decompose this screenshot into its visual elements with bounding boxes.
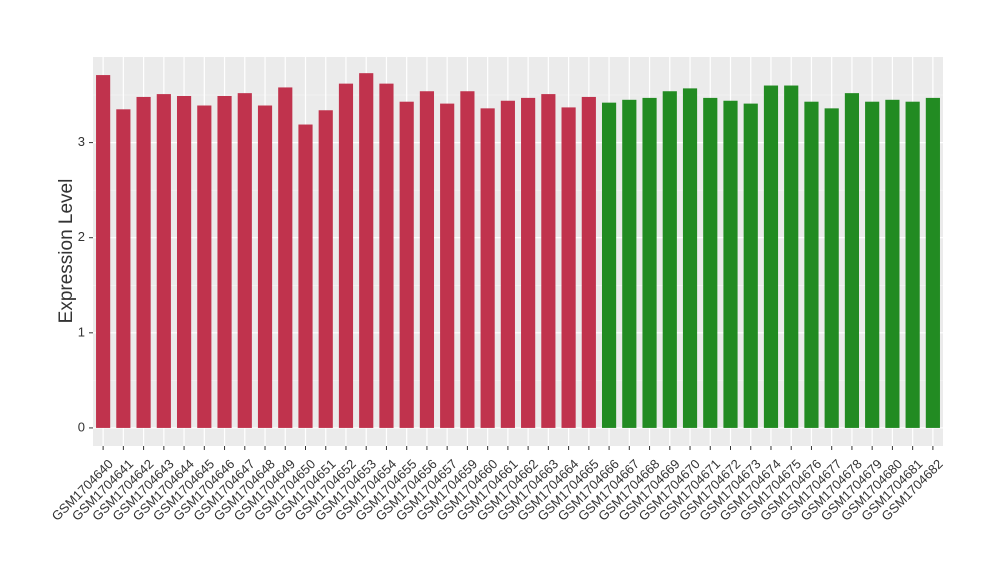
y-tick-label: 0 bbox=[78, 419, 85, 434]
bar bbox=[925, 97, 940, 428]
bar bbox=[824, 108, 839, 428]
bar bbox=[116, 109, 131, 428]
bar bbox=[865, 101, 880, 428]
bar bbox=[298, 124, 313, 428]
bar bbox=[156, 94, 171, 428]
bar bbox=[885, 99, 900, 428]
bar bbox=[278, 87, 293, 428]
bar bbox=[581, 96, 596, 428]
bar bbox=[743, 103, 758, 428]
bar bbox=[763, 85, 779, 428]
bar bbox=[96, 75, 111, 428]
bar bbox=[197, 105, 212, 428]
panel bbox=[93, 57, 943, 446]
bar bbox=[521, 97, 536, 428]
bar bbox=[136, 96, 151, 428]
bar bbox=[662, 91, 677, 428]
bar bbox=[500, 100, 515, 428]
bar bbox=[480, 108, 495, 428]
bar bbox=[257, 105, 273, 428]
bar bbox=[905, 101, 920, 428]
bar bbox=[318, 110, 333, 428]
bar bbox=[703, 97, 718, 428]
bar bbox=[359, 73, 374, 428]
bar bbox=[622, 99, 637, 428]
bar bbox=[338, 83, 354, 428]
bar bbox=[682, 88, 698, 428]
y-tick-label: 3 bbox=[78, 134, 85, 149]
bar bbox=[237, 93, 252, 428]
bar bbox=[460, 91, 475, 428]
bar bbox=[723, 100, 738, 428]
bar bbox=[176, 95, 192, 428]
y-axis-label: Expression Level bbox=[56, 179, 77, 324]
bar bbox=[784, 85, 799, 428]
y-tick-label: 2 bbox=[78, 229, 85, 244]
bar bbox=[601, 102, 617, 428]
bar bbox=[399, 101, 414, 428]
bar bbox=[561, 107, 576, 428]
bar bbox=[440, 103, 455, 428]
bar bbox=[804, 101, 819, 428]
bar bbox=[419, 91, 435, 428]
bar bbox=[379, 83, 394, 428]
bar bbox=[844, 93, 860, 428]
bar bbox=[642, 97, 657, 428]
y-tick-label: 1 bbox=[78, 324, 85, 339]
bar bbox=[541, 94, 556, 428]
bar bbox=[217, 95, 232, 428]
